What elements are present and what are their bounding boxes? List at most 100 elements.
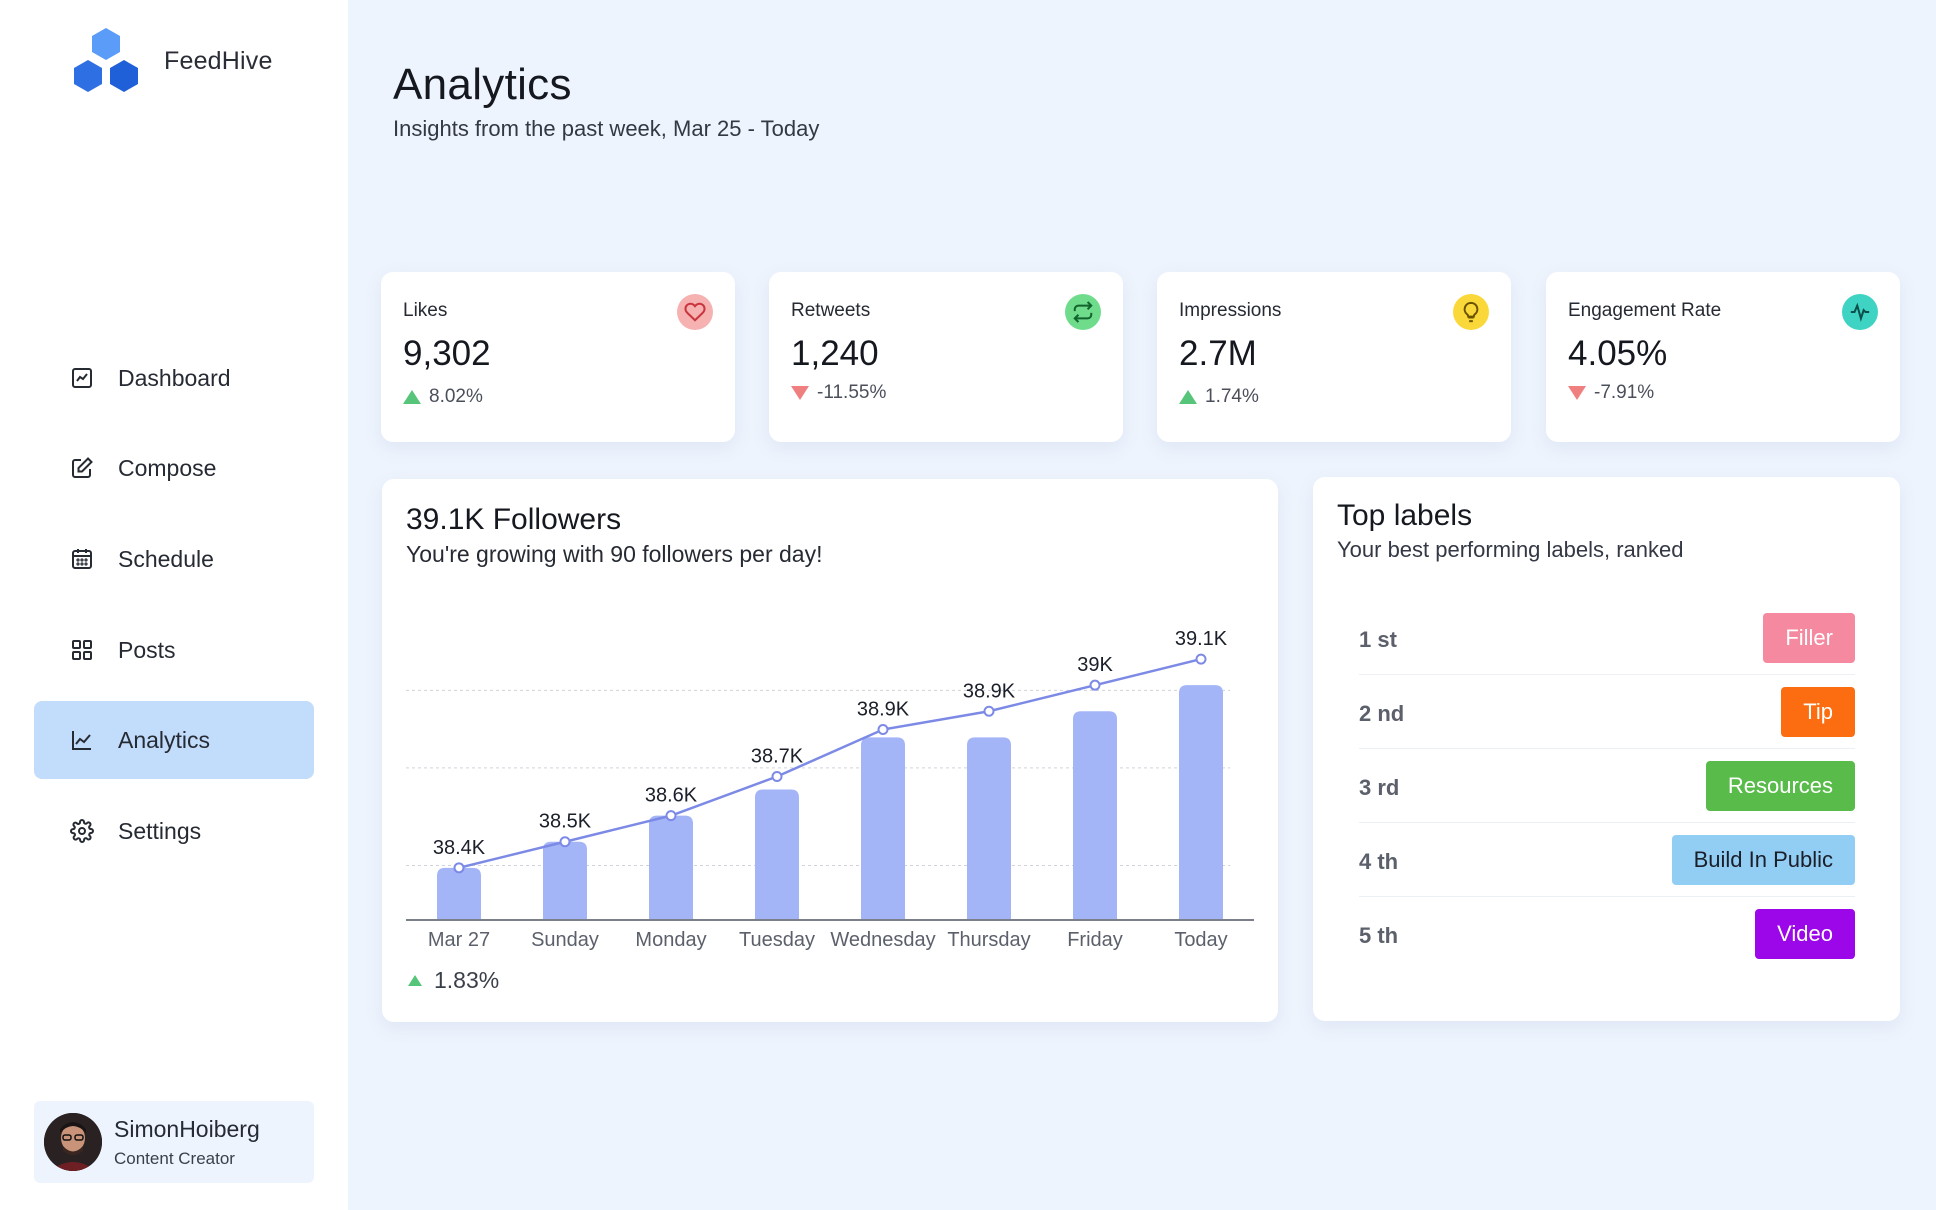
sidebar-item-label: Dashboard <box>118 364 231 391</box>
stat-label: Engagement Rate <box>1568 300 1722 321</box>
rank-position: 4 th <box>1359 849 1399 874</box>
label-rank-row: 4 th Build In Public <box>1359 823 1855 897</box>
stat-card-likes: Likes 9,302 8.02% <box>381 272 735 442</box>
trend-point <box>983 705 995 717</box>
label-tag-tip[interactable]: Tip <box>1781 687 1855 737</box>
label-tag-build-in-public[interactable]: Build In Public <box>1671 835 1855 885</box>
stat-value: 1,240 <box>791 334 879 373</box>
avatar[interactable] <box>44 1113 102 1171</box>
label-tag-filler[interactable]: Filler <box>1763 613 1855 663</box>
followers-change: 1.83% <box>408 967 499 994</box>
sidebar-item-settings[interactable]: Settings <box>34 792 314 870</box>
trend-up-icon <box>408 975 422 986</box>
stat-card-impressions: Impressions 2.7M 1.74% <box>1157 272 1511 442</box>
retweet-icon <box>1065 294 1101 330</box>
page-subtitle: Insights from the past week, Mar 25 - To… <box>393 116 820 141</box>
stat-value: 4.05% <box>1568 334 1668 373</box>
trend-up-icon <box>403 390 421 404</box>
stat-card-engagement-rate: Engagement Rate 4.05% -7.91% <box>1546 272 1900 442</box>
trend-point <box>877 724 889 736</box>
stat-change-value: -7.91% <box>1594 382 1655 403</box>
chart-bar <box>755 789 799 920</box>
stat-change: 8.02% <box>403 386 483 408</box>
rank-position: 5 th <box>1359 923 1399 948</box>
x-tick-label: Mar 27 <box>428 929 490 951</box>
label-rank-row: 1 st Filler <box>1359 601 1855 675</box>
followers-chart: 38.4K 38.5K 38.6K 38.7K 38.9K 38.9K 39K 39.1K Ma… <box>406 628 1254 951</box>
chart-bar <box>437 867 481 920</box>
data-label: 39.1K <box>1175 628 1228 650</box>
chart-box-icon <box>68 364 96 392</box>
trend-point <box>1089 679 1101 691</box>
rank-position: 1 st <box>1359 627 1397 652</box>
sidebar-item-dashboard[interactable]: Dashboard <box>34 339 314 417</box>
user-profile[interactable]: SimonHoiberg Content Creator <box>34 1101 314 1183</box>
trend-point <box>559 836 571 848</box>
heart-icon <box>677 294 713 330</box>
x-tick-label: Monday <box>635 929 706 951</box>
chart-bar <box>1073 711 1117 920</box>
chart-bar <box>543 841 587 920</box>
trend-point <box>453 862 465 874</box>
x-tick-label: Thursday <box>947 929 1030 951</box>
page-title: Analytics <box>393 60 572 109</box>
sidebar-item-compose[interactable]: Compose <box>34 429 314 507</box>
stat-value: 2.7M <box>1179 334 1257 373</box>
lightbulb-icon <box>1453 294 1489 330</box>
x-tick-label: Sunday <box>531 929 599 951</box>
label-tag-video[interactable]: Video <box>1755 909 1855 959</box>
top-labels-card: Top labels Your best performing labels, … <box>1313 477 1900 1021</box>
stat-value: 9,302 <box>403 334 491 373</box>
chart-bar <box>967 737 1011 920</box>
edit-icon <box>68 454 96 482</box>
chart-bar <box>649 815 693 920</box>
stat-change-value: 1.74% <box>1205 386 1259 407</box>
profile-role: Content Creator <box>114 1149 235 1168</box>
top-labels-title: Top labels <box>1337 499 1473 532</box>
stat-label: Likes <box>403 300 448 321</box>
data-label: 38.6K <box>645 785 698 807</box>
feedhive-logo-icon[interactable] <box>68 26 144 96</box>
brand-name: FeedHive <box>164 47 273 75</box>
sidebar-item-label: Settings <box>118 817 202 844</box>
stat-label: Impressions <box>1179 300 1282 321</box>
rank-position: 2 nd <box>1359 701 1405 726</box>
trend-line <box>458 657 1202 870</box>
trend-up-icon <box>1179 390 1197 404</box>
sidebar-item-label: Posts <box>118 636 176 663</box>
data-label: 38.7K <box>751 746 804 768</box>
calendar-icon <box>68 545 96 573</box>
top-labels-subtitle: Your best performing labels, ranked <box>1337 537 1684 562</box>
line-chart-icon <box>68 726 96 754</box>
trend-point <box>665 810 677 822</box>
gear-icon <box>68 817 96 845</box>
data-label: 38.4K <box>433 837 486 859</box>
stat-change: -7.91% <box>1568 382 1654 404</box>
stat-change: -11.55% <box>791 382 886 404</box>
stat-label: Retweets <box>791 300 871 321</box>
sidebar-item-analytics[interactable]: Analytics <box>34 701 314 779</box>
trend-point <box>771 771 783 782</box>
x-tick-label: Friday <box>1067 929 1123 951</box>
sidebar-item-posts[interactable]: Posts <box>34 611 314 689</box>
x-tick-label: Tuesday <box>739 929 815 951</box>
stat-change: 1.74% <box>1179 386 1259 408</box>
sidebar-item-label: Compose <box>118 454 217 481</box>
trend-down-icon <box>791 386 809 400</box>
label-rank-row: 2 nd Tip <box>1359 675 1855 749</box>
data-label: 39K <box>1077 654 1113 676</box>
chart-bar <box>861 737 905 920</box>
data-label: 38.9K <box>963 680 1016 702</box>
trend-point <box>1195 653 1207 665</box>
followers-subtitle: You're growing with 90 followers per day… <box>406 541 823 567</box>
followers-title: 39.1K Followers <box>406 503 622 536</box>
sidebar-item-label: Schedule <box>118 545 214 572</box>
stat-change-value: -11.55% <box>817 382 887 403</box>
sidebar-item-schedule[interactable]: Schedule <box>34 520 314 598</box>
trend-down-icon <box>1568 386 1586 400</box>
label-rank-row: 5 th Video <box>1359 897 1855 971</box>
x-tick-label: Wednesday <box>830 929 935 951</box>
label-tag-resources[interactable]: Resources <box>1705 761 1855 811</box>
sidebar-item-label: Analytics <box>118 726 211 753</box>
grid-icon <box>68 636 96 664</box>
